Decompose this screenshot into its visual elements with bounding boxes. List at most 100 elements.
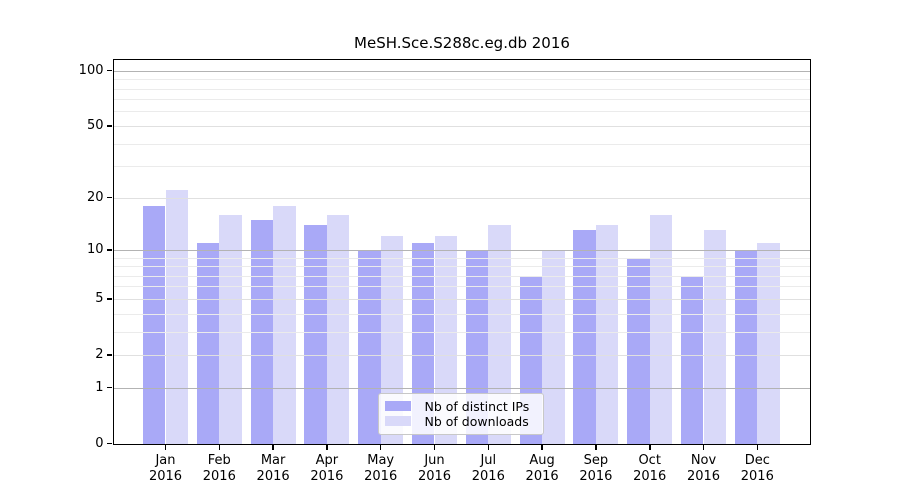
y-axis-tick (107, 249, 112, 251)
bar-downloads-jan (165, 190, 189, 444)
gridline-minor (113, 166, 810, 168)
x-axis-year-label: 2016 (471, 468, 505, 484)
legend-item-distinct-ips: Nb of distinct IPs (384, 398, 535, 414)
x-axis-tick (541, 445, 543, 450)
gridline-minor (113, 257, 810, 259)
x-axis-year-label: 2016 (579, 468, 613, 484)
legend-label-distinct-ips: Nb of distinct IPs (424, 398, 530, 414)
bar-downloads-jun (434, 236, 458, 444)
bar-downloads-apr (326, 214, 350, 444)
x-axis-tick (326, 445, 328, 450)
y-axis-tick-label: 2 (95, 347, 104, 363)
bar-distinct-ips-may (358, 249, 381, 444)
bar-downloads-may (380, 236, 404, 444)
x-axis-tick (649, 445, 651, 450)
y-axis-tick (107, 354, 112, 356)
gridline-1 (113, 387, 810, 389)
x-axis-month-label: Dec (744, 452, 770, 468)
gridline-minor (113, 79, 810, 81)
gridline-minor (113, 266, 810, 267)
legend-item-downloads: Nb of downloads (384, 413, 535, 429)
legend-label-downloads: Nb of downloads (424, 413, 529, 429)
y-axis-tick (107, 69, 112, 72)
gridline-50 (113, 125, 810, 127)
x-axis-month-label: Mar (260, 452, 286, 468)
gridline-100 (113, 70, 810, 72)
x-axis-month-label: Apr (315, 452, 339, 468)
gridline-minor (113, 313, 810, 315)
x-axis-month-label: Oct (638, 452, 661, 468)
gridline-minor (113, 99, 810, 101)
x-axis-year-label: 2016 (633, 468, 667, 484)
bar-downloads-mar (273, 205, 296, 444)
x-axis-tick (218, 445, 220, 450)
bar-downloads-sep (595, 224, 619, 444)
y-axis-tick-label: 5 (95, 291, 104, 307)
x-axis-year-label: 2016 (364, 468, 398, 484)
gridline-minor (113, 286, 810, 288)
bar-downloads-jul (488, 224, 511, 444)
x-axis-month-label: Feb (207, 452, 231, 468)
bar-distinct-ips-feb (196, 242, 220, 444)
x-axis-month-label: Jul (480, 452, 497, 468)
x-axis-month-label: Jan (155, 452, 176, 468)
x-axis-month-label: Jun (424, 452, 445, 468)
x-axis-month-label: Nov (690, 452, 717, 468)
x-axis-tick (595, 445, 597, 450)
x-axis-tick (272, 445, 274, 450)
x-axis-year-label: 2016 (525, 468, 559, 484)
x-axis-tick (756, 445, 758, 450)
chart-title: MeSH.Sce.S288c.eg.db 2016 (354, 34, 570, 52)
bar-downloads-nov (703, 230, 727, 444)
bar-downloads-dec (757, 242, 780, 444)
bar-downloads-feb (219, 214, 242, 444)
gridline-minor (113, 275, 810, 277)
x-axis-month-label: Sep (583, 452, 609, 468)
gridline-10 (113, 249, 810, 251)
y-axis-tick-label: 0 (95, 436, 104, 451)
legend: Nb of distinct IPs Nb of downloads (377, 392, 544, 435)
x-axis-year-label: 2016 (417, 468, 452, 484)
y-axis-tick (107, 442, 112, 445)
x-axis-year-label: 2016 (686, 468, 721, 484)
y-axis-tick (107, 386, 112, 389)
plot-area: Nb of distinct IPs Nb of downloads 0 1 2 5 1… (79, 58, 811, 484)
bar-distinct-ips-dec (734, 249, 758, 444)
y-axis-tick-label: 50 (86, 118, 104, 134)
x-axis-year-label: 2016 (310, 468, 344, 484)
x-axis-year-label: 2016 (202, 468, 236, 484)
gridline-5 (113, 298, 810, 300)
y-axis-tick (107, 298, 112, 300)
bar-distinct-ips-jan (142, 205, 166, 444)
x-axis-month-label: Aug (529, 452, 555, 468)
bar-distinct-ips-oct (627, 257, 650, 444)
x-axis-year-label: 2016 (740, 468, 774, 484)
y-axis-tick-label: 20 (86, 190, 104, 206)
gridline-2 (113, 354, 810, 356)
y-axis-tick (107, 125, 112, 127)
x-axis-year-label: 2016 (148, 468, 183, 484)
x-axis-tick (702, 445, 705, 450)
y-axis-tick-label: 1 (95, 380, 104, 395)
bar-downloads-oct (649, 214, 673, 444)
x-axis-tick (487, 445, 489, 450)
gridline-minor (113, 331, 810, 333)
x-axis-month-label: May (367, 452, 395, 468)
x-axis-year-label: 2016 (256, 468, 290, 484)
gridline-20 (113, 197, 810, 199)
gridline-minor (113, 88, 810, 90)
bar-distinct-ips-apr (304, 224, 327, 444)
y-axis-tick-label: 10 (86, 242, 104, 258)
bar-distinct-ips-nov (680, 275, 704, 444)
x-axis-tick (433, 445, 436, 450)
gridline-minor (113, 111, 810, 113)
bar-downloads-aug (542, 249, 565, 444)
y-axis-tick (107, 196, 112, 199)
legend-swatch-downloads (384, 416, 411, 426)
x-axis-tick (164, 445, 167, 450)
gridline-minor (113, 143, 810, 145)
bar-distinct-ips-sep (573, 230, 596, 444)
y-axis-tick-label: 100 (78, 63, 104, 79)
x-axis-tick (379, 445, 382, 450)
